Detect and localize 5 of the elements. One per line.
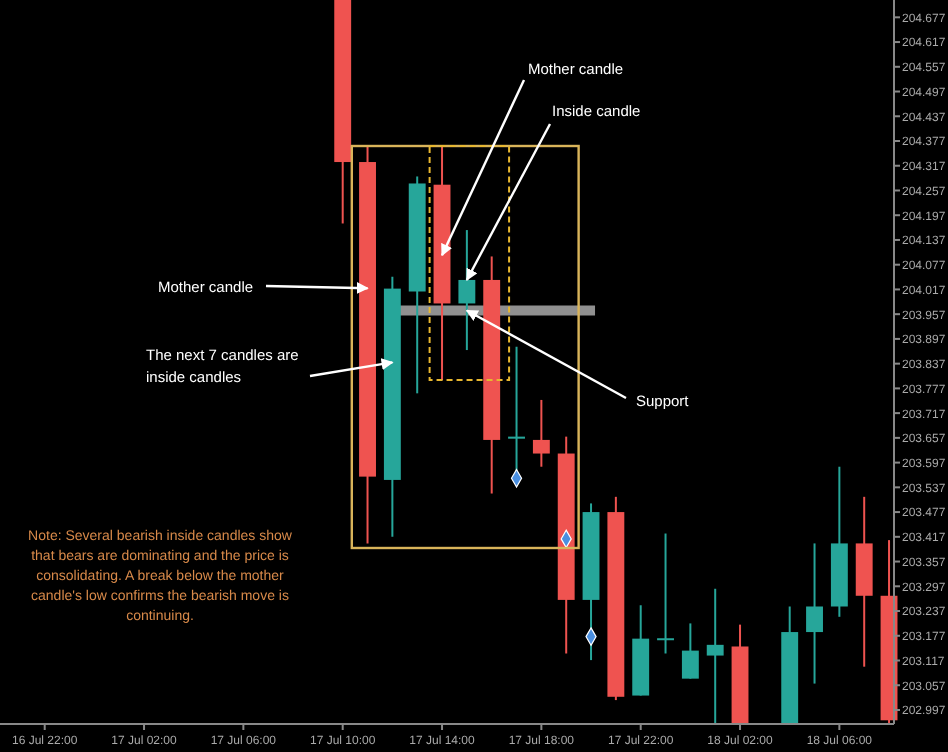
- candlestick: [681, 622, 699, 680]
- candlestick: [706, 587, 724, 725]
- candlestick: [532, 398, 550, 468]
- candlestick: [458, 229, 476, 352]
- candlestick: [657, 532, 674, 655]
